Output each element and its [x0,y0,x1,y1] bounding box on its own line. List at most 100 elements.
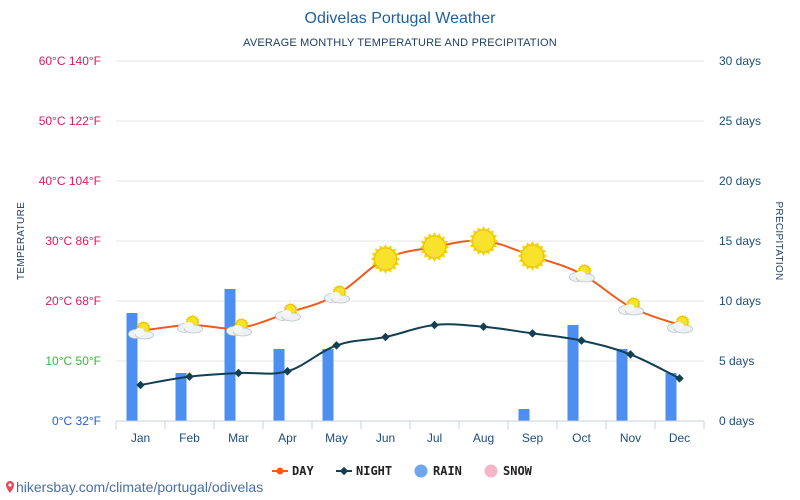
precipitation-axis: 30 days 25 days 20 days 15 days 10 days 5 day… [719,54,761,428]
temperature-tick-label: 60°C 140°F [39,54,101,68]
weather-icons [128,226,693,340]
cloud-part [281,310,292,318]
legend-marker [339,466,349,476]
night-series [136,320,684,390]
month-label: Nov [620,431,641,445]
sun-icon [468,226,499,256]
legend-item-day[interactable]: DAY [272,464,314,478]
temperature-tick-label: 0°C 32°F [52,414,101,428]
rain-bar [273,349,285,421]
rain-bar [518,409,530,421]
rain-bar [616,349,628,421]
rain-bar [126,313,138,421]
month-label: Mar [228,431,249,445]
night-point [577,336,586,345]
month-label: Dec [669,431,690,445]
night-point [430,320,439,330]
source-url: hikersbay.com/climate/portugal/odivelas [16,479,264,495]
partly-cloudy-icon [569,263,595,283]
night-point [479,322,488,332]
sun-core [472,229,495,253]
precipitation-tick-label: 0 days [719,414,754,428]
sun-core [423,235,446,259]
legend-marker [414,464,428,478]
sun-core [521,244,544,268]
month-label: Jul [427,431,442,445]
legend-item-snow[interactable]: SNOW [484,464,533,478]
night-point [381,332,390,342]
night-point [234,368,243,378]
partly-cloudy-icon [177,314,203,334]
temperature-tick-label: 40°C 104°F [39,174,101,188]
partly-cloudy-icon [128,320,154,340]
temperature-tick-label: 10°C 50°F [45,354,101,368]
rain-bar [567,325,579,421]
cloud-part [673,322,684,330]
month-label: Aug [473,431,494,445]
sun-icon [517,241,548,271]
night-point [283,366,292,376]
legend-label: RAIN [433,464,462,478]
cloud-part [575,271,586,279]
night-point [528,329,537,338]
cloud-part [183,322,194,330]
location-pin-icon [6,481,14,493]
sun-icon [370,244,401,274]
month-label: Feb [179,431,200,445]
night-point [675,374,684,383]
night-point [185,372,194,381]
legend-item-night[interactable]: NIGHT [336,464,392,478]
precipitation-tick-label: 20 days [719,174,761,188]
month-label: Sep [522,431,544,445]
precipitation-tick-label: 15 days [719,234,761,248]
day-line [140,239,680,332]
legend[interactable]: DAY NIGHT RAIN SNOW [272,464,533,478]
legend-label: SNOW [503,464,533,478]
cloud-part [134,328,145,336]
chart-title: Odivelas Portugal Weather [305,10,497,27]
temperature-axis: 60°C 140°F 50°C 122°F 40°C 104°F 30°C 86°F 2… [39,54,101,428]
night-point [136,380,145,390]
gridlines [116,60,704,422]
night-point [332,341,341,350]
month-label: Apr [278,431,297,445]
precipitation-tick-label: 5 days [719,354,754,368]
month-label: Jun [376,431,395,445]
cloud-part [624,304,635,312]
month-label: Oct [572,431,591,445]
rain-bars [126,289,677,421]
partly-cloudy-icon [275,302,301,322]
chart-subtitle: AVERAGE MONTHLY TEMPERATURE AND PRECIPIT… [243,37,557,49]
partly-cloudy-icon [667,314,693,334]
temperature-axis-title: TEMPERATURE [16,202,27,280]
legend-marker [276,467,284,475]
sun-icon [419,232,450,262]
precipitation-axis-title: PRECIPITATION [773,201,784,280]
rain-bar [322,349,334,421]
rain-bar [175,373,187,421]
sun-core [374,247,397,271]
rain-bar [224,289,236,421]
precipitation-tick-label: 25 days [719,114,761,128]
partly-cloudy-icon [618,296,644,316]
legend-label: DAY [292,464,314,478]
night-line [140,323,680,386]
night-point [626,350,635,359]
precipitation-tick-label: 30 days [719,54,761,68]
legend-label: NIGHT [356,464,392,478]
temperature-tick-label: 20°C 68°F [45,294,101,308]
month-label: Jan [131,431,150,445]
legend-marker [484,464,498,478]
source-link[interactable]: hikersbay.com/climate/portugal/odivelas [6,479,263,495]
rain-bar [665,373,677,421]
partly-cloudy-icon [324,284,350,304]
cloud-part [232,325,243,333]
month-label: May [325,431,348,445]
partly-cloudy-icon [226,317,252,337]
legend-item-rain[interactable]: RAIN [414,464,462,478]
x-axis: Jan Feb Mar Apr May Jun Jul Aug Sep Oct Nov Dec [115,420,705,445]
day-series [140,239,680,332]
temperature-tick-label: 50°C 122°F [39,114,101,128]
cloud-part [330,292,341,300]
